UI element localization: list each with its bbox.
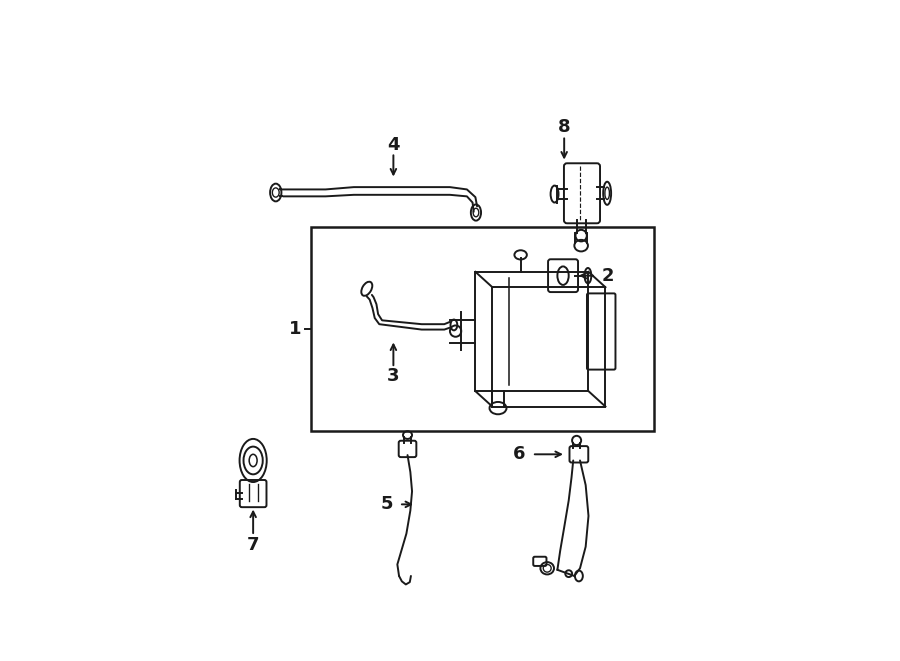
- Text: 3: 3: [387, 367, 400, 385]
- Text: 6: 6: [513, 446, 526, 463]
- Text: 5: 5: [381, 495, 393, 514]
- Text: 4: 4: [387, 136, 400, 154]
- Text: 8: 8: [558, 118, 571, 136]
- Text: 1: 1: [289, 320, 302, 338]
- Bar: [475, 272, 589, 391]
- Text: 7: 7: [247, 536, 259, 554]
- Bar: [492, 288, 606, 407]
- Bar: [311, 227, 653, 431]
- Text: 2: 2: [601, 266, 614, 285]
